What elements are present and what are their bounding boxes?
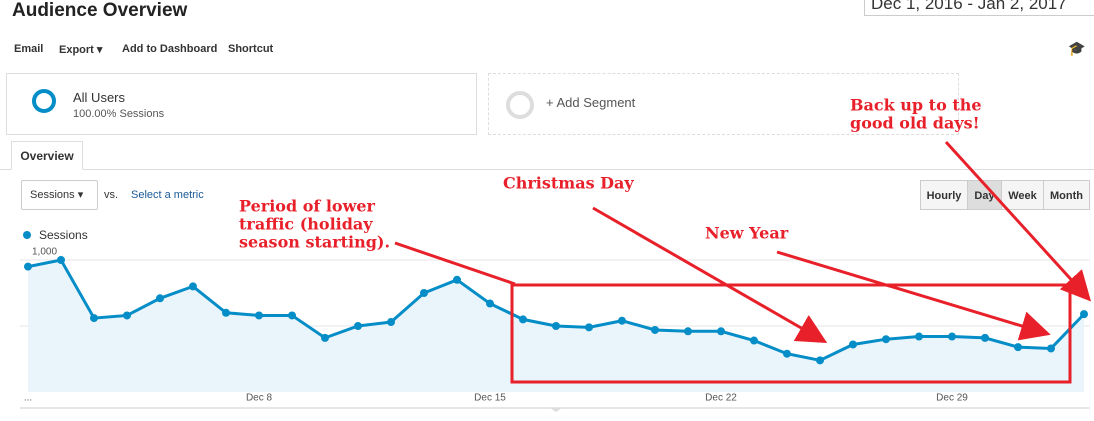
x-tick-label: Dec 8 — [246, 393, 273, 404]
granularity-button[interactable]: Month — [1043, 180, 1090, 210]
data-point — [24, 262, 32, 271]
data-point — [354, 322, 362, 330]
x-tick-label: Dec 22 — [705, 393, 737, 404]
data-point — [948, 332, 956, 341]
annotation: Christmas Day — [503, 174, 634, 193]
annotation-arrow — [944, 140, 1092, 302]
highlight-box — [510, 283, 1072, 384]
data-point — [123, 311, 131, 320]
toolbar-button[interactable]: Email — [14, 43, 44, 55]
data-point — [486, 299, 494, 308]
annotation-arrow — [776, 250, 1051, 341]
data-point — [816, 356, 824, 365]
data-point — [717, 327, 725, 336]
segment-detail: 100.00% Sessions — [73, 108, 165, 120]
annotation: traffic (holiday — [239, 215, 373, 234]
legend-label: Sessions — [39, 228, 88, 242]
segment-icon — [506, 91, 534, 119]
data-point — [255, 311, 263, 320]
x-tick-label: Dec 15 — [474, 393, 506, 404]
data-point — [1047, 344, 1055, 353]
segment-icon — [32, 89, 56, 113]
data-point — [981, 333, 989, 342]
annotation: good old days! — [850, 114, 980, 133]
expander[interactable] — [550, 408, 562, 412]
data-point — [57, 256, 65, 264]
data-point — [519, 315, 527, 324]
annotation: Back up to the — [850, 96, 982, 115]
x-tick-label: Dec 29 — [936, 393, 968, 404]
tab-divider — [0, 169, 1094, 170]
segment-card[interactable]: All Users 100.00% Sessions — [6, 73, 477, 135]
x-tick-label: ... — [24, 393, 32, 404]
annotation-arrow — [394, 241, 516, 286]
vs-label: vs. — [104, 189, 119, 201]
select-metric[interactable]: Select a metric — [131, 189, 204, 201]
data-point — [882, 335, 890, 344]
toolbar-button[interactable]: Shortcut — [228, 43, 274, 55]
add-segment-label: + Add Segment — [546, 95, 636, 110]
help-icon[interactable]: 🎓 — [1068, 40, 1086, 56]
data-point — [750, 336, 758, 345]
toolbar-button[interactable]: Export ▾ — [59, 44, 103, 56]
data-point — [783, 349, 791, 358]
data-point — [1014, 343, 1022, 352]
data-point — [585, 323, 593, 332]
data-point — [90, 314, 98, 323]
add-segment[interactable]: + Add Segment — [488, 73, 959, 135]
data-point — [288, 311, 296, 320]
annotation: Period of lower — [239, 197, 376, 216]
toolbar-label: Export — [59, 44, 94, 56]
segment-name: All Users — [73, 90, 126, 105]
data-point — [387, 318, 395, 327]
annotation-arrow — [592, 206, 828, 343]
data-point — [321, 333, 329, 342]
data-point — [651, 325, 659, 334]
tab[interactable]: Overview — [11, 141, 83, 170]
data-point — [849, 340, 857, 349]
data-point — [453, 275, 461, 284]
metric-label: Sessions — [30, 189, 75, 201]
data-point — [420, 289, 428, 297]
data-point — [222, 308, 230, 317]
data-point — [552, 322, 560, 330]
granularity-button[interactable]: Week — [1001, 180, 1044, 210]
data-point — [189, 282, 197, 291]
toolbar-button[interactable]: Add to Dashboard — [122, 43, 218, 55]
annotation: New Year — [705, 224, 789, 243]
data-point — [618, 316, 626, 325]
data-point — [156, 294, 164, 303]
data-point — [1080, 310, 1088, 319]
date-range[interactable]: Dec 1, 2016 - Jan 2, 2017 — [864, 0, 1094, 16]
metric-dropdown[interactable]: Sessions ▾ — [21, 180, 98, 210]
granularity-button[interactable]: Hourly — [920, 180, 968, 210]
data-point — [684, 327, 692, 336]
page-title: Audience Overview — [12, 0, 188, 21]
annotation: season starting). — [239, 233, 390, 252]
legend-marker — [23, 231, 31, 239]
data-point — [915, 332, 923, 341]
y-tick-label: 1,000 — [32, 247, 57, 258]
